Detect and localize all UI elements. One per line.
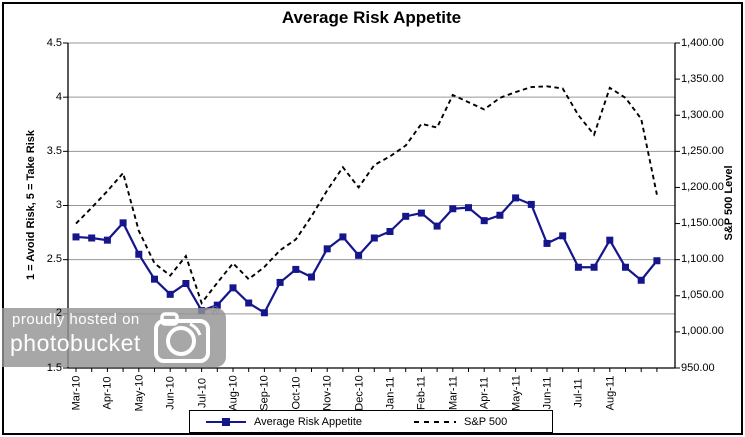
x-axis-tick-label: Apr-11 [478, 376, 491, 410]
risk-appetite-line [75, 196, 658, 315]
left-axis-tick-label: 2.5 [46, 253, 62, 266]
risk-appetite-marker [88, 234, 96, 242]
chart-title: Average Risk Appetite [281, 8, 462, 27]
legend-label-risk-appetite: Average Risk Appetite [254, 415, 363, 428]
left-axis-tick-label: 3 [55, 199, 62, 211]
left-axis-tick-label: 3.5 [46, 144, 62, 157]
x-axis-tick-label: Apr-10 [101, 376, 114, 410]
risk-appetite-marker [151, 275, 158, 283]
right-axis-tick-label: 1,300.00 [681, 108, 724, 121]
risk-appetite-marker [135, 250, 143, 258]
risk-appetite-marker [496, 211, 504, 219]
x-axis-tick-label: Jun-11 [541, 376, 554, 410]
x-axis-tick-label: May-11 [510, 375, 523, 411]
right-axis-tick-label: 1,200.00 [681, 180, 724, 193]
risk-appetite-marker [119, 219, 127, 227]
x-axis-tick-label: Sep-10 [258, 375, 271, 411]
risk-appetite-marker [339, 233, 347, 241]
risk-appetite-marker [229, 284, 237, 292]
watermark-band [2, 308, 226, 367]
risk-line-sample-icon [206, 417, 246, 426]
legend-item-risk-appetite: Average Risk Appetite [206, 416, 362, 428]
x-axis-tick-label: Jul-11 [572, 378, 585, 408]
sp500-dash-sample-icon [414, 420, 457, 423]
risk-appetite-marker [574, 263, 582, 271]
risk-appetite-marker [590, 263, 598, 271]
x-axis-tick-label: Mar-11 [447, 375, 460, 411]
risk-appetite-marker [213, 301, 221, 309]
risk-appetite-marker [276, 278, 284, 286]
risk-appetite-marker [323, 245, 331, 253]
right-axis-tick-label: 1,100.00 [681, 253, 724, 266]
x-axis-tick-label: Jul-10 [196, 378, 209, 408]
risk-appetite-marker [182, 280, 190, 287]
risk-appetite-marker [449, 205, 457, 213]
risk-appetite-marker [637, 276, 645, 284]
risk-appetite-marker [465, 204, 472, 212]
risk-appetite-marker [527, 200, 535, 208]
risk-appetite-marker [512, 194, 520, 202]
risk-appetite-marker [480, 217, 488, 225]
left-axis-tick-label: 4 [55, 90, 62, 103]
risk-marker-sample-icon [222, 417, 230, 426]
x-axis-tick-label: Aug-11 [604, 375, 617, 411]
right-axis-tick-label: 1,400.00 [681, 36, 724, 49]
left-axis-tick-label: 2 [55, 307, 62, 320]
watermark-line1: proudly hosted on [12, 311, 140, 328]
registered-trademark-icon: ® [211, 305, 220, 317]
risk-appetite-marker [308, 273, 315, 281]
risk-appetite-marker [72, 233, 80, 241]
watermark-line2: photobucket [10, 330, 141, 356]
risk-appetite-marker [166, 290, 174, 298]
camera-icon [154, 312, 210, 363]
risk-appetite-marker [543, 239, 551, 247]
x-axis-tick-label: Mar-10 [70, 375, 83, 411]
risk-appetite-marker [355, 251, 363, 259]
x-axis-tick-label: May-10 [133, 374, 146, 412]
sp500-line [75, 85, 658, 305]
risk-appetite-marker [260, 309, 268, 317]
x-axis-tick-label: Feb-11 [415, 375, 428, 411]
left-axis-tick-label: 1.5 [46, 361, 62, 374]
risk-appetite-marker [402, 212, 410, 220]
x-axis-tick-label: Dec-10 [353, 375, 366, 411]
right-axis-tick-label: 1,350.00 [681, 72, 724, 85]
risk-appetite-marker [417, 209, 425, 217]
risk-appetite-marker [653, 257, 661, 265]
x-axis-tick-label: Aug-10 [227, 375, 240, 411]
x-axis-tick-label: Jun-10 [164, 376, 177, 410]
right-axis-tick-label: 950.00 [681, 361, 715, 374]
right-axis-tick-label: 1,000.00 [681, 325, 724, 338]
risk-appetite-marker [606, 236, 614, 244]
x-axis-tick-label: Oct-10 [290, 376, 303, 410]
right-axis-tick-label: 1,250.00 [681, 144, 724, 157]
x-axis-tick-label: Nov-10 [321, 375, 334, 411]
right-axis-tick-label: 1,050.00 [681, 289, 724, 302]
risk-appetite-marker [370, 234, 378, 242]
risk-appetite-marker [559, 232, 567, 240]
risk-appetite-marker [245, 299, 253, 307]
left-axis-tick-label: 4.5 [46, 36, 62, 49]
legend-item-sp500: S&P 500 [414, 416, 507, 428]
risk-appetite-marker [292, 265, 300, 273]
x-axis-tick-label: Jan-11 [384, 376, 397, 410]
risk-appetite-marker [103, 236, 111, 244]
risk-appetite-marker [622, 263, 629, 271]
right-axis-tick-label: 1,150.00 [681, 217, 724, 230]
legend-label-sp500: S&P 500 [464, 415, 508, 428]
risk-appetite-marker [386, 228, 394, 235]
legend: Average Risk Appetite S&P 500 [189, 410, 553, 433]
risk-appetite-marker [433, 222, 441, 230]
